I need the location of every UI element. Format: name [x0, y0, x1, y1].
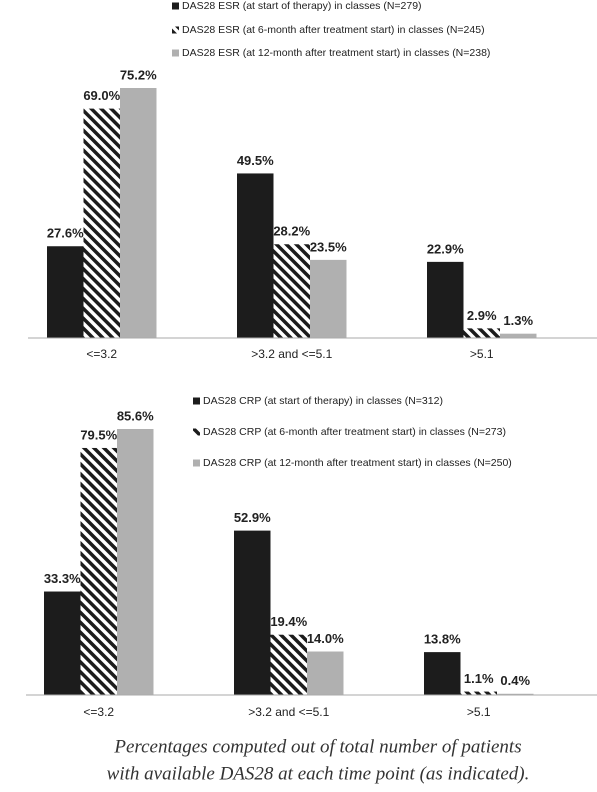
bar — [80, 447, 117, 695]
value-label: 23.5% — [310, 239, 347, 254]
x-tick-label: >5.1 — [467, 705, 491, 719]
legend-swatch — [172, 26, 179, 34]
bar — [117, 429, 154, 695]
value-label: 19.4% — [270, 614, 307, 629]
legend-swatch — [172, 49, 179, 57]
x-tick-label: >3.2 and <=5.1 — [248, 705, 329, 719]
bar — [460, 691, 497, 695]
legend-swatch — [193, 397, 200, 405]
bar — [427, 261, 464, 338]
legend-label: DAS28 ESR (at 12-month after treatment s… — [182, 47, 490, 59]
value-label: 49.5% — [237, 153, 274, 168]
bar — [500, 333, 537, 338]
value-label: 33.3% — [44, 571, 81, 586]
bar — [120, 88, 157, 338]
bar — [424, 652, 461, 695]
bar — [273, 244, 310, 338]
value-label: 85.6% — [117, 408, 154, 423]
bar — [310, 259, 347, 338]
caption: with available DAS28 at each time point … — [107, 763, 530, 784]
bar — [307, 651, 344, 695]
bar — [237, 173, 274, 338]
legend-swatch — [193, 428, 200, 436]
legend-label: DAS28 ESR (at 6-month after treatment st… — [182, 24, 485, 36]
value-label: 27.6% — [47, 226, 84, 241]
bar — [497, 693, 534, 695]
x-tick-label: >3.2 and <=5.1 — [251, 347, 332, 361]
value-label: 13.8% — [424, 632, 461, 647]
value-label: 1.1% — [464, 671, 494, 686]
value-label: 75.2% — [120, 67, 157, 82]
legend-label: DAS28 CRP (at 6-month after treatment st… — [203, 426, 506, 438]
value-label: 52.9% — [234, 510, 271, 525]
x-tick-label: <=3.2 — [86, 347, 117, 361]
bar — [44, 591, 81, 695]
value-label: 28.2% — [273, 224, 310, 239]
bar — [83, 108, 120, 339]
value-label: 1.3% — [503, 313, 533, 328]
value-label: 0.4% — [500, 673, 530, 688]
legend-swatch — [193, 459, 200, 467]
bar — [234, 530, 271, 695]
x-tick-label: <=3.2 — [83, 705, 114, 719]
legend-label: DAS28 CRP (at 12-month after treatment s… — [203, 457, 512, 469]
caption: Percentages computed out of total number… — [113, 736, 521, 757]
value-label: 22.9% — [427, 241, 464, 256]
legend-label: DAS28 ESR (at start of therapy) in class… — [182, 0, 422, 12]
bar — [270, 634, 307, 695]
x-tick-label: >5.1 — [470, 347, 494, 361]
value-label: 69.0% — [83, 88, 120, 103]
bar — [47, 246, 84, 338]
value-label: 2.9% — [467, 308, 497, 323]
legend-label: DAS28 CRP (at start of therapy) in class… — [203, 395, 443, 407]
value-label: 79.5% — [80, 427, 117, 442]
legend-swatch — [172, 2, 179, 10]
value-label: 14.0% — [307, 631, 344, 646]
bar — [463, 328, 500, 338]
